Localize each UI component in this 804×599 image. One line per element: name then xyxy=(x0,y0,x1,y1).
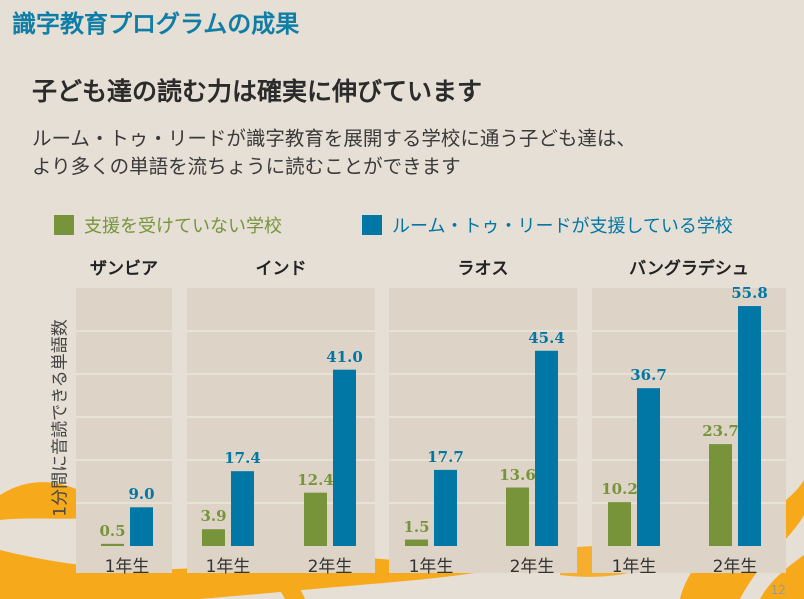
bar-unsupported xyxy=(709,444,732,546)
bar-supported xyxy=(637,388,660,546)
data-label: 23.7 xyxy=(702,422,739,441)
category-label: 1年生 xyxy=(611,557,657,577)
subtitle-line-2: より多くの単語を流ちょうに読むことができます xyxy=(32,155,461,178)
panel-title: ラオス xyxy=(457,259,509,279)
category-label: 2年生 xyxy=(509,557,555,577)
category-label: 1年生 xyxy=(104,557,150,577)
panel-title: ザンビア xyxy=(90,259,158,279)
data-label: 3.9 xyxy=(200,507,227,526)
slide-title: 識字教育プログラムの成果 xyxy=(12,10,300,38)
page-number: 12 xyxy=(770,583,786,597)
data-label: 12.4 xyxy=(297,470,334,489)
category-label: 2年生 xyxy=(712,557,758,577)
chart-panel xyxy=(76,288,172,573)
legend-label: ルーム・トゥ・リードが支援している学校 xyxy=(392,216,733,237)
subtitle-line-1: ルーム・トゥ・リードが識字教育を展開する学校に通う子ども達は、 xyxy=(32,127,636,150)
bar-unsupported xyxy=(405,539,428,546)
legend-item-supported: ルーム・トゥ・リードが支援している学校 xyxy=(362,212,733,238)
bar-supported xyxy=(738,306,761,546)
bar-unsupported xyxy=(608,502,631,546)
bar-unsupported xyxy=(202,529,225,546)
bar-supported xyxy=(535,350,558,546)
data-label: 36.7 xyxy=(630,366,667,385)
data-label: 45.4 xyxy=(528,328,565,347)
data-label: 17.7 xyxy=(427,447,464,466)
data-label: 55.8 xyxy=(731,284,768,303)
bar-unsupported xyxy=(506,487,529,546)
data-label: 10.2 xyxy=(601,480,638,499)
panel-title: インド xyxy=(255,259,307,279)
bar-supported xyxy=(434,469,457,546)
panel-title: バングラデシュ xyxy=(629,259,749,279)
category-label: 1年生 xyxy=(408,557,454,577)
data-label: 41.0 xyxy=(326,347,363,366)
data-label: 0.5 xyxy=(99,521,126,540)
data-label: 17.4 xyxy=(224,449,261,468)
bar-supported xyxy=(333,369,356,546)
data-label: 1.5 xyxy=(403,517,430,536)
headline: 子ども達の読む力は確実に伸びています xyxy=(32,77,483,106)
data-label: 9.0 xyxy=(128,485,155,504)
legend-swatch-green xyxy=(54,215,74,235)
bar-supported xyxy=(231,471,254,546)
legend-label: 支援を受けていない学校 xyxy=(84,216,282,237)
category-label: 2年生 xyxy=(307,557,353,577)
bar-unsupported xyxy=(101,543,124,546)
data-label: 13.6 xyxy=(499,465,536,484)
bar-unsupported xyxy=(304,492,327,546)
legend-item-unsupported: 支援を受けていない学校 xyxy=(54,212,282,238)
legend-swatch-blue xyxy=(362,215,382,235)
bar-supported xyxy=(130,507,153,546)
category-label: 1年生 xyxy=(205,557,251,577)
